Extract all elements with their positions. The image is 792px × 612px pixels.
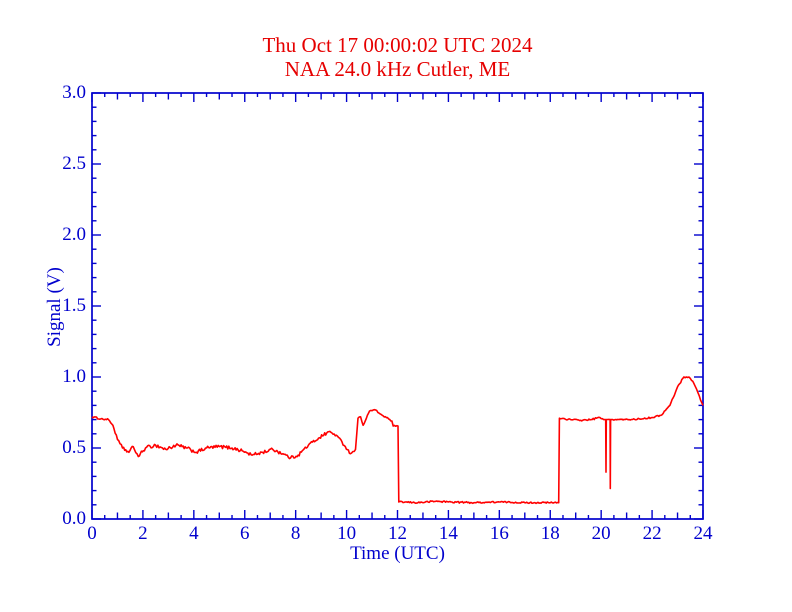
x-tick-label: 8 (290, 523, 301, 544)
x-tick-label: 10 (337, 523, 357, 544)
x-tick-label: 6 (240, 523, 250, 544)
y-axis-label: Signal (V) (44, 267, 65, 347)
y-tick-label: 0.5 (62, 437, 86, 458)
x-tick-label: 4 (189, 523, 199, 544)
signal-trace (91, 376, 704, 505)
chart-title: Thu Oct 17 00:00:02 UTC 2024 (262, 33, 533, 57)
x-tick-label: 20 (591, 523, 611, 544)
y-tick-label: 0.0 (62, 508, 86, 529)
y-tick-label: 1.5 (62, 295, 86, 316)
chart-title-block: Thu Oct 17 00:00:02 UTC 2024 NAA 24.0 kH… (92, 33, 703, 81)
x-tick-label: 16 (489, 523, 509, 544)
x-tick-label: 2 (138, 523, 148, 544)
y-tick-label: 3.0 (62, 82, 86, 103)
x-axis-label: Time (UTC) (350, 543, 445, 564)
x-tick-label: 18 (540, 523, 560, 544)
x-tick-label: 14 (438, 523, 458, 544)
y-tick-label: 1.0 (62, 366, 86, 387)
plot-frame (91, 92, 704, 520)
x-tick-label: 24 (693, 523, 713, 544)
chart-subtitle: NAA 24.0 kHz Cutler, ME (284, 57, 511, 81)
y-tick-label: 2.0 (62, 224, 86, 245)
x-tick-label: 12 (388, 523, 407, 544)
x-tick-label: 0 (87, 523, 97, 544)
x-tick-label: 22 (642, 523, 662, 544)
y-tick-label: 2.5 (62, 153, 86, 174)
